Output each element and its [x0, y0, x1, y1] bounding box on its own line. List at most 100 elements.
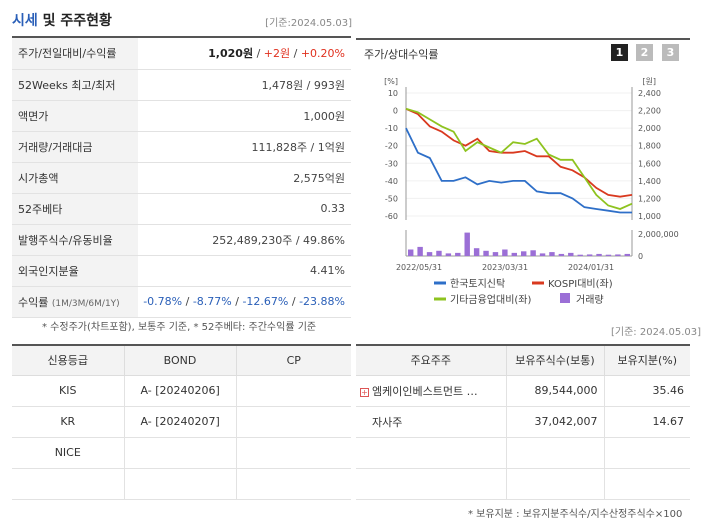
expand-plus-icon[interactable]: +	[360, 387, 369, 397]
cell-text: 37,042,007	[534, 415, 598, 428]
chart-reference-date: [기준: 2024.05.03]	[611, 327, 702, 338]
holder-name[interactable]: + 엠케이인베스트먼트 …	[356, 375, 506, 407]
holder-name	[356, 468, 506, 500]
return-label: 수익률	[18, 295, 49, 309]
beta-label: 52주베타	[12, 193, 138, 225]
price-value: 1,020원 / +2원 / +0.20%	[138, 38, 351, 70]
return-1m: -0.78%	[143, 295, 183, 308]
shares-value: 252,489,230주 / 49.86%	[138, 224, 351, 256]
table-row: 52주베타 0.33	[12, 193, 351, 225]
section-title-main: 시세	[12, 13, 38, 29]
volume-bar	[568, 252, 574, 256]
credit-bond-grade	[123, 468, 236, 500]
credit-bond-grade: A- [20240207]	[123, 406, 236, 438]
volume-bar	[577, 254, 583, 256]
left-tick-label: -40	[385, 177, 398, 186]
holders-header-shares: 보유주식수(보통)	[505, 345, 604, 376]
credit-header-rating: 신용등급	[12, 345, 124, 376]
credit-rating-agency: KR	[12, 406, 124, 438]
volume-bar	[502, 249, 508, 256]
credit-cp-grade	[235, 406, 351, 438]
major-holders-table: 주요주주 보유주식수(보통) 보유지분(%) + 엠케이인베스트먼트 … 89,54…	[356, 344, 690, 500]
price-label: 주가/전일대비/수익률	[12, 38, 138, 70]
legend-label: 거래량	[576, 294, 604, 306]
volume-bar	[483, 250, 489, 256]
cell-text: 35.46	[652, 384, 685, 397]
right-tick-label: 2,400	[638, 89, 661, 98]
volume-bar	[455, 252, 461, 256]
credit-header-cp: CP	[235, 345, 351, 376]
volume-bar	[605, 254, 612, 256]
credit-rating-agency: NICE	[12, 437, 124, 469]
right-tick-label: 2,000	[638, 124, 661, 133]
volume-zero-label: 0	[638, 252, 643, 261]
holders-footnote: * 보유지분 : 보유지분주식수/지수산정주식수×100	[468, 509, 683, 520]
beta-value: 0.33	[138, 193, 351, 225]
credit-cp-grade	[235, 437, 351, 469]
volume-bar	[408, 249, 414, 256]
x-tick-label: 2022/05/31	[396, 263, 442, 272]
left-axis-unit: [%]	[384, 77, 398, 86]
mcap-label: 시가총액	[12, 162, 138, 194]
left-tick-label: -60	[385, 212, 398, 221]
series-line-2	[405, 107, 633, 210]
holder-shares	[505, 437, 604, 469]
section-header: 시세 및 주주현황 [기준:2024.05.03]	[12, 10, 352, 36]
credit-bond-grade: A- [20240206]	[123, 375, 236, 407]
holders-header-pct: 보유지분(%)	[603, 345, 690, 376]
return-3m: -8.77%	[192, 295, 232, 308]
volume-tick-label: 2,000,000	[638, 230, 679, 239]
credit-rating-table: 신용등급 BOND CP KIS A- [20240206] KR A- [20240…	[12, 344, 351, 500]
right-tick-label: 1,800	[638, 142, 661, 151]
legend-label: 한국토지신탁	[450, 278, 505, 290]
holder-shares: 37,042,007	[505, 406, 604, 438]
right-tick-label: 2,200	[638, 107, 661, 116]
volume-bar	[521, 251, 527, 256]
volume-bar	[436, 250, 442, 256]
price-info-table: 주가/전일대비/수익률 1,020원 / +2원 / +0.20% 52Week…	[12, 38, 351, 318]
credit-rating-agency	[12, 468, 124, 500]
section-title-sub: 및 주주현황	[37, 13, 112, 29]
chart-title: 주가/상대수익률	[364, 48, 439, 61]
price-note: * 수정주가(차트포함), 보통주 기준, * 52주베타: 주간수익률 기준	[42, 322, 317, 333]
chart-tab-2[interactable]: 2	[636, 44, 653, 61]
stock-chart: [%] [원] 10 0 -10 -20 -30 -40 -50 -60 2,400 2,200 2,0…	[384, 77, 679, 306]
top-rule	[12, 36, 351, 38]
volume-bar	[417, 246, 423, 256]
holder-pct	[603, 437, 690, 469]
series-line-0	[405, 127, 632, 214]
chart-tab-1[interactable]: 1	[611, 44, 628, 61]
return-1y: -23.88%	[299, 295, 345, 308]
cell-text: 89,544,000	[534, 384, 598, 397]
return-values: -0.78% / -8.77% / -12.67% / -23.88%	[138, 286, 351, 318]
table-row	[356, 437, 690, 469]
table-row: 주가/전일대비/수익률 1,020원 / +2원 / +0.20%	[12, 38, 351, 70]
mcap-value: 2,575억원	[138, 162, 351, 194]
left-tick-label: -50	[385, 194, 398, 203]
volume-bar	[426, 252, 433, 256]
credit-cp-grade	[235, 468, 351, 500]
holder-pct	[603, 468, 690, 500]
volume-bar	[492, 252, 499, 256]
holder-name: 자사주	[356, 406, 506, 438]
cell-text: 엠케이인베스트먼트 …	[372, 384, 478, 398]
holders-header-name: 주요주주	[356, 345, 506, 376]
chart-panel: 주가/상대수익률 1 2 3 [%] [원] 10 0 -10 -20 -30 -40 -50 -…	[356, 38, 690, 310]
holder-pct: 35.46	[603, 375, 690, 407]
w52-value: 1,478원 / 993원	[138, 69, 351, 101]
left-tick-label: -30	[385, 159, 398, 168]
table-row: 액면가 1,000원	[12, 100, 351, 132]
table-row: 52Weeks 최고/최저 1,478원 / 993원	[12, 69, 351, 101]
left-tick-label: 0	[393, 107, 398, 116]
table-row: KR A- [20240207]	[12, 406, 351, 438]
table-row: + 엠케이인베스트먼트 … 89,544,000 35.46	[356, 375, 690, 407]
return-periods: (1M/3M/6M/1Y)	[51, 298, 120, 309]
w52-label: 52Weeks 최고/최저	[12, 69, 138, 101]
chart-tab-3[interactable]: 3	[662, 44, 679, 61]
right-tick-label: 1,200	[638, 194, 661, 203]
volume-bar	[539, 253, 546, 256]
x-tick-label: 2024/01/31	[568, 263, 614, 272]
table-row: 시가총액 2,575억원	[12, 162, 351, 194]
credit-header-bond: BOND	[123, 345, 236, 376]
legend-label: KOSPI대비(좌)	[548, 278, 613, 290]
